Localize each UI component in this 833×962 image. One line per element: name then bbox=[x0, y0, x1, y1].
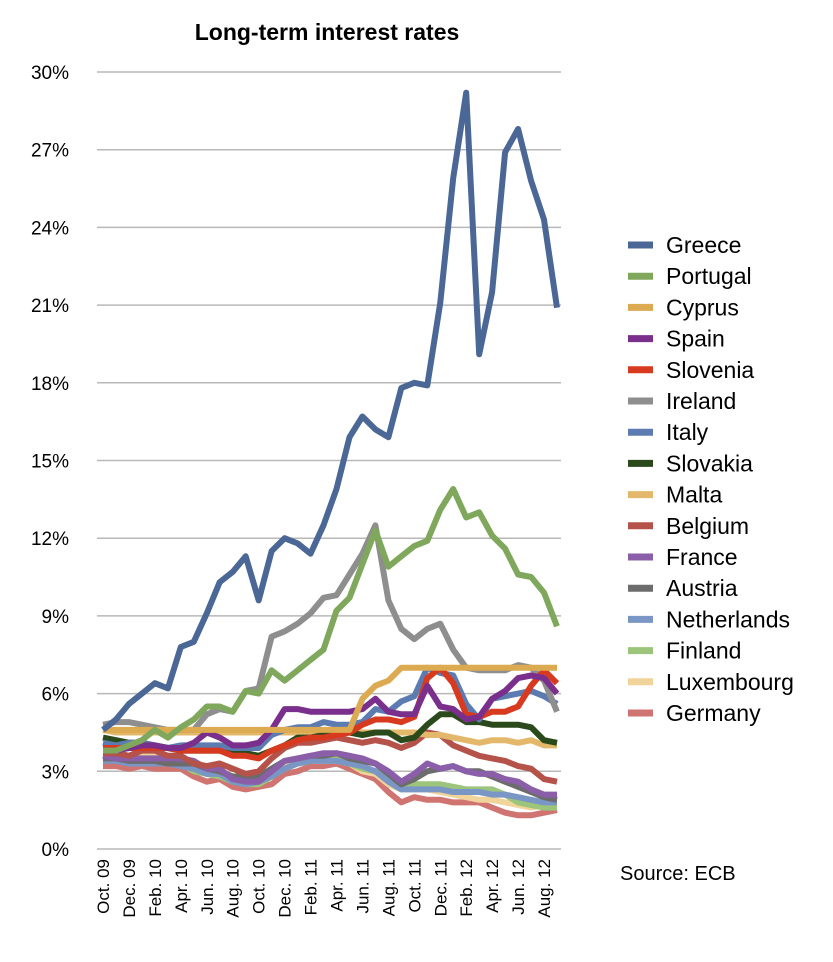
x-axis-tick-labels: Oct. 09 Dec. 09 Feb. 10 Apr. 10 Jun. 10 Aug. … bbox=[94, 859, 554, 918]
x-tick-label: Oct. 09 bbox=[94, 859, 113, 914]
legend-label-cyprus: Cyprus bbox=[666, 294, 739, 320]
legend-label-spain: Spain bbox=[666, 326, 725, 352]
x-tick-label: Oct. 10 bbox=[250, 859, 269, 914]
y-tick-label: 9% bbox=[42, 607, 70, 628]
y-tick-label: 6% bbox=[42, 685, 70, 706]
y-tick-label: 30% bbox=[31, 63, 69, 84]
y-tick-label: 18% bbox=[31, 374, 69, 395]
y-tick-label: 0% bbox=[42, 840, 70, 861]
y-tick-label: 24% bbox=[31, 218, 69, 239]
series-line-spain bbox=[103, 672, 560, 754]
x-tick-label: Apr. 12 bbox=[483, 859, 502, 913]
series-line-greece bbox=[101, 89, 560, 733]
x-tick-label: Jun. 11 bbox=[353, 859, 372, 914]
x-tick-label: Aug. 11 bbox=[379, 859, 398, 916]
x-tick-label: Dec. 11 bbox=[431, 859, 450, 916]
y-axis-tick-labels: 0% 3% 6% 9% 12% 15% 18% 21% 24% 27% 30% bbox=[31, 63, 69, 861]
x-tick-label: Feb. 11 bbox=[302, 859, 321, 915]
x-tick-label: Jun. 12 bbox=[509, 859, 528, 915]
legend-label-greece: Greece bbox=[666, 232, 741, 258]
y-tick-label: 12% bbox=[31, 529, 69, 550]
x-tick-label: Apr. 11 bbox=[327, 859, 346, 912]
x-tick-label: Jun. 10 bbox=[198, 859, 217, 915]
chart-title: Long-term interest rates bbox=[195, 19, 460, 45]
x-tick-label: Oct. 11 bbox=[405, 859, 424, 913]
series-line-portugal bbox=[103, 486, 560, 754]
legend-label-italy: Italy bbox=[666, 419, 709, 445]
legend-label-slovenia: Slovenia bbox=[666, 357, 754, 383]
y-tick-label: 3% bbox=[42, 762, 70, 783]
legend-label-netherlands: Netherlands bbox=[666, 606, 790, 632]
legend-label-ireland: Ireland bbox=[666, 388, 736, 414]
legend-label-malta: Malta bbox=[666, 482, 722, 508]
x-tick-label: Feb. 12 bbox=[457, 859, 476, 917]
x-tick-label: Apr. 10 bbox=[172, 859, 191, 913]
legend-label-slovakia: Slovakia bbox=[666, 450, 753, 476]
legend: Greece Portugal Cyprus Spain Slovenia Ireland… bbox=[628, 232, 794, 726]
y-tick-label: 27% bbox=[31, 141, 69, 162]
legend-label-luxembourg: Luxembourg bbox=[666, 669, 794, 695]
y-tick-label: 21% bbox=[31, 296, 69, 317]
x-tick-label: Dec. 10 bbox=[276, 859, 295, 918]
x-tick-label: Dec. 09 bbox=[120, 859, 139, 918]
legend-label-belgium: Belgium bbox=[666, 513, 749, 539]
legend-label-austria: Austria bbox=[666, 575, 738, 601]
y-tick-label: 15% bbox=[31, 452, 69, 473]
legend-label-portugal: Portugal bbox=[666, 263, 752, 289]
series-lines bbox=[101, 89, 560, 819]
legend-label-finland: Finland bbox=[666, 638, 741, 664]
x-tick-label: Aug. 12 bbox=[535, 859, 554, 918]
x-tick-label: Feb. 10 bbox=[146, 859, 165, 917]
source-note: Source: ECB bbox=[620, 863, 736, 885]
legend-label-france: France bbox=[666, 544, 738, 570]
x-tick-label: Aug. 10 bbox=[224, 859, 243, 918]
legend-label-germany: Germany bbox=[666, 700, 761, 726]
